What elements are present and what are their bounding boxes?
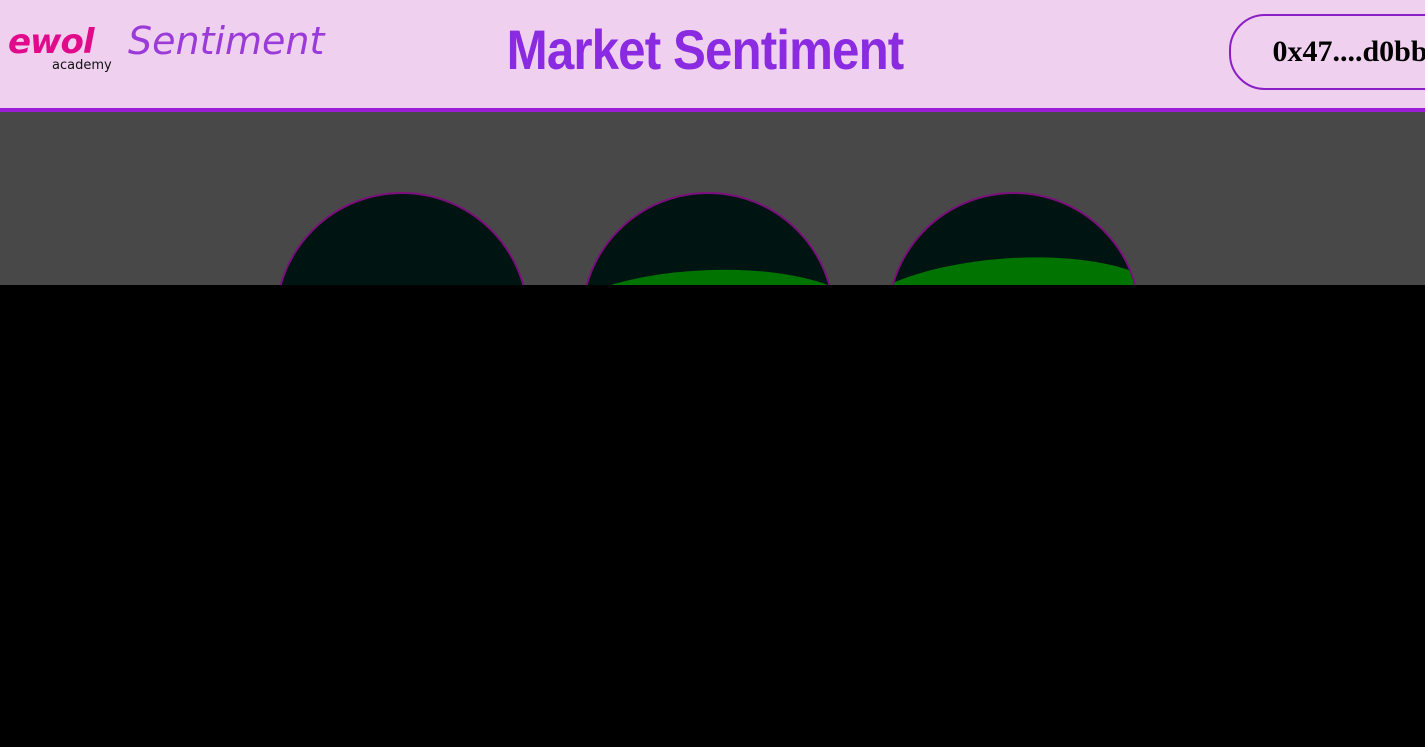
brand-name: Sentiment — [128, 19, 325, 63]
page-title: Market Sentiment — [506, 18, 905, 81]
gauge-fill — [889, 247, 1139, 285]
sentiment-panel — [0, 112, 1425, 285]
sentiment-gauge-1[interactable] — [275, 192, 529, 285]
sentiment-gauge-2[interactable] — [581, 192, 835, 285]
wallet-address-button[interactable]: 0x47....d0bb — [1229, 14, 1425, 90]
gauge-fill — [583, 263, 833, 285]
app-header: ewol academy Sentiment Market Sentiment … — [0, 0, 1425, 112]
ewol-academy-logo[interactable]: ewol academy — [8, 22, 118, 78]
unrendered-area — [0, 285, 1425, 747]
sentiment-gauge-3[interactable] — [887, 192, 1141, 285]
logo-wordmark: ewol — [8, 22, 94, 62]
logo-subtitle: academy — [52, 58, 112, 73]
